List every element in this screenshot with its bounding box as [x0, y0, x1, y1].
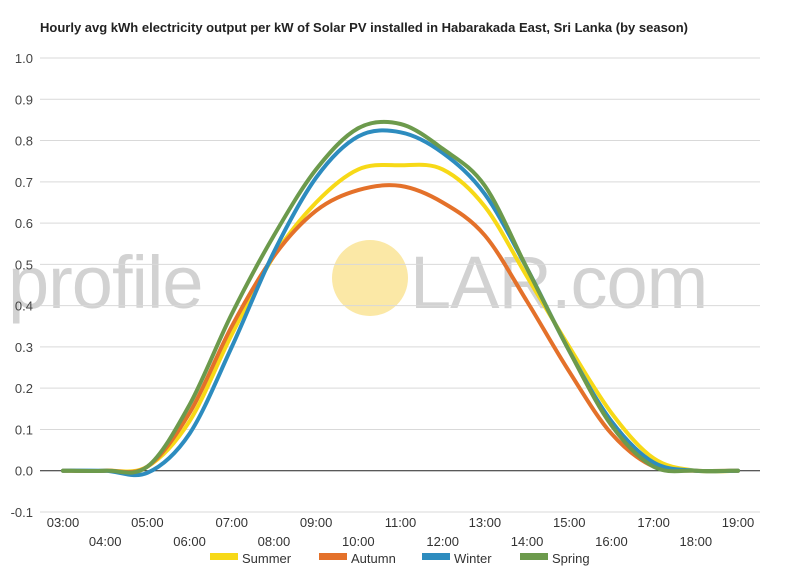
- x-tick-label: 09:00: [300, 515, 333, 530]
- series-line-spring: [61, 119, 740, 475]
- legend-label-spring: Spring: [552, 551, 590, 566]
- series-line-autumn: [61, 183, 740, 474]
- y-tick-label: 0.8: [15, 134, 33, 149]
- x-tick-label: 11:00: [385, 515, 417, 530]
- x-tick-label: 15:00: [553, 515, 586, 530]
- y-tick-label: 0.9: [15, 92, 33, 107]
- x-tick-label: 13:00: [469, 515, 502, 530]
- watermark-text-left: profile: [8, 241, 203, 324]
- legend-label-summer: Summer: [242, 551, 292, 566]
- legend-label-autumn: Autumn: [351, 551, 396, 566]
- x-tick-label: 05:00: [131, 515, 164, 530]
- y-tick-label: 0.7: [15, 175, 33, 190]
- y-tick-label: -0.1: [11, 505, 33, 520]
- legend-swatch-summer: [210, 553, 238, 560]
- y-tick-label: 0.6: [15, 216, 33, 231]
- y-tick-label: 0.2: [15, 381, 33, 396]
- series-lines: [61, 119, 740, 478]
- y-tick-label: 0.4: [15, 299, 33, 314]
- x-tick-label: 08:00: [258, 534, 291, 549]
- watermark: profile LAR.com: [8, 240, 708, 324]
- x-tick-label: 03:00: [47, 515, 80, 530]
- x-tick-label: 04:00: [89, 534, 122, 549]
- series-line-summer: [61, 162, 740, 474]
- x-axis: 03:00 04:00 05:00 06:00 07:00 08:00 09:00 10:00…: [47, 515, 755, 549]
- x-tick-label: 16:00: [595, 534, 628, 549]
- y-tick-label: 1.0: [15, 51, 33, 66]
- x-tick-label: 06:00: [173, 534, 206, 549]
- x-tick-label: 17:00: [637, 515, 670, 530]
- series-line-winter: [61, 128, 740, 478]
- x-tick-label: 12:00: [426, 534, 459, 549]
- watermark-text-right: LAR.com: [410, 241, 707, 324]
- y-tick-label: 0.0: [15, 464, 33, 479]
- x-tick-label: 19:00: [722, 515, 755, 530]
- legend-label-winter: Winter: [454, 551, 492, 566]
- chart-title: Hourly avg kWh electricity output per kW…: [40, 20, 689, 35]
- y-tick-label: 0.5: [15, 257, 33, 272]
- legend: Summer Autumn Winter Spring: [210, 551, 590, 566]
- x-tick-label: 10:00: [342, 534, 375, 549]
- x-tick-label: 07:00: [215, 515, 248, 530]
- watermark-sun-icon: [332, 240, 408, 316]
- legend-swatch-spring: [520, 553, 548, 560]
- y-tick-label: 0.3: [15, 340, 33, 355]
- legend-swatch-autumn: [319, 553, 347, 560]
- y-axis: 1.0 0.9 0.8 0.7 0.6 0.5 0.4 0.3 0.2 0.1 0.0 -0.1: [11, 51, 33, 520]
- grid: [40, 57, 760, 513]
- x-tick-label: 14:00: [511, 534, 544, 549]
- x-tick-label: 18:00: [680, 534, 713, 549]
- y-tick-label: 0.1: [15, 422, 33, 437]
- legend-swatch-winter: [422, 553, 450, 560]
